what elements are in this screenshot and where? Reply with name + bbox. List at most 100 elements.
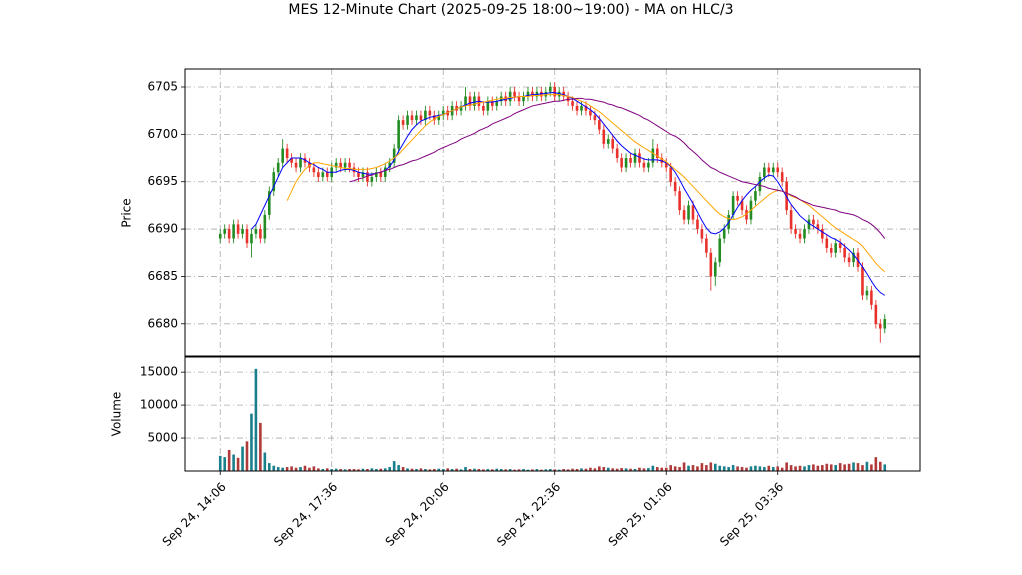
volume-bar (517, 469, 521, 471)
volume-bar (883, 464, 887, 471)
volume-bar (459, 469, 463, 471)
volume-bar (370, 468, 374, 471)
candle-body (731, 195, 735, 215)
candle-body (357, 172, 360, 177)
volume-bar (357, 469, 360, 471)
volume-bar (816, 465, 820, 471)
candle-body (272, 172, 276, 192)
y-axis-label: Price (120, 198, 134, 227)
volume-bar (236, 457, 240, 471)
candle-body (633, 153, 637, 163)
volume-bar (879, 461, 882, 471)
candle-body (620, 158, 623, 168)
candle-body (718, 238, 722, 263)
volume-bar (691, 465, 695, 471)
candle-body (464, 96, 467, 106)
candle-body (294, 162, 298, 168)
volume-bar (709, 462, 713, 471)
volume-bar (325, 468, 329, 471)
y-tick-label: 6705 (147, 79, 178, 93)
volume-bar (433, 469, 436, 471)
volume-bar (736, 466, 739, 471)
candle-body (392, 148, 396, 163)
candle-body (682, 210, 686, 220)
volume-bar (647, 468, 650, 471)
volume-bar (745, 467, 748, 471)
volume-bar (771, 467, 775, 471)
candle-body (325, 172, 329, 177)
volume-bar (218, 455, 222, 471)
volume-bar (250, 413, 253, 471)
candle-body (879, 323, 882, 329)
volume-bar (232, 454, 235, 471)
volume-bar (499, 469, 503, 471)
volume-bar (660, 467, 664, 471)
volume-bar (348, 469, 351, 471)
volume-bar (388, 467, 392, 471)
candle-body (758, 176, 762, 192)
y-tick-label: 5000 (147, 431, 178, 445)
candle-body (825, 238, 829, 249)
candle-body (812, 219, 815, 225)
volume-bar (321, 469, 325, 471)
volume-bar (415, 469, 418, 471)
candle-body (771, 167, 775, 173)
volume-bar (575, 469, 579, 471)
candle-body (317, 172, 320, 177)
candle-body (267, 191, 271, 215)
x-tick-label: Sep 24, 17:36 (271, 480, 340, 549)
volume-bar (584, 468, 588, 471)
candle-body (415, 115, 418, 121)
candle-body (441, 110, 445, 116)
candle-body (232, 224, 235, 239)
y-tick-label: 10000 (140, 398, 178, 412)
volume-bar (642, 468, 646, 471)
volume-bar (482, 469, 485, 471)
candle-body (776, 167, 780, 173)
volume-bar (669, 465, 672, 471)
volume-bar (566, 469, 570, 471)
volume-bar (424, 469, 427, 471)
volume-bar (535, 469, 539, 471)
volume-bar (664, 467, 668, 471)
volume-bar (847, 463, 851, 471)
volume-bar (375, 469, 378, 471)
candle-body (865, 290, 869, 296)
volume-bar (343, 469, 347, 471)
candle-body (656, 148, 659, 159)
candle-body (651, 148, 655, 163)
volume-bar (615, 468, 619, 471)
candle-body (713, 262, 717, 277)
volume-bar (834, 465, 838, 471)
volume-bar (731, 465, 735, 471)
volume-bar (406, 468, 409, 471)
volume-bar (821, 465, 824, 471)
y-tick-label: 6700 (147, 127, 178, 141)
candle-body (678, 191, 681, 211)
candle-body (259, 229, 262, 239)
volume-bar (624, 468, 628, 471)
candle-body (606, 139, 610, 144)
volume-bar (812, 464, 815, 471)
volume-bar (330, 469, 334, 471)
volume-bar (299, 467, 302, 471)
candle-body (241, 229, 244, 234)
candle-body (861, 266, 864, 296)
volume-bar (437, 468, 441, 471)
volume-bar (352, 469, 356, 471)
candle-body (299, 158, 302, 168)
candle-body (767, 167, 771, 173)
candle-body (780, 172, 784, 182)
candle-body (428, 110, 432, 116)
volume-bar (446, 468, 449, 471)
volume-bar (713, 463, 717, 471)
x-tick-label: Sep 24, 20:06 (383, 480, 452, 549)
candle-body (821, 229, 824, 239)
y-tick-label: 6680 (147, 316, 178, 330)
volume-bar (874, 457, 878, 471)
candle-body (687, 205, 690, 220)
volume-bar (486, 469, 490, 471)
candle-body (669, 167, 672, 182)
candle-body (375, 172, 378, 177)
